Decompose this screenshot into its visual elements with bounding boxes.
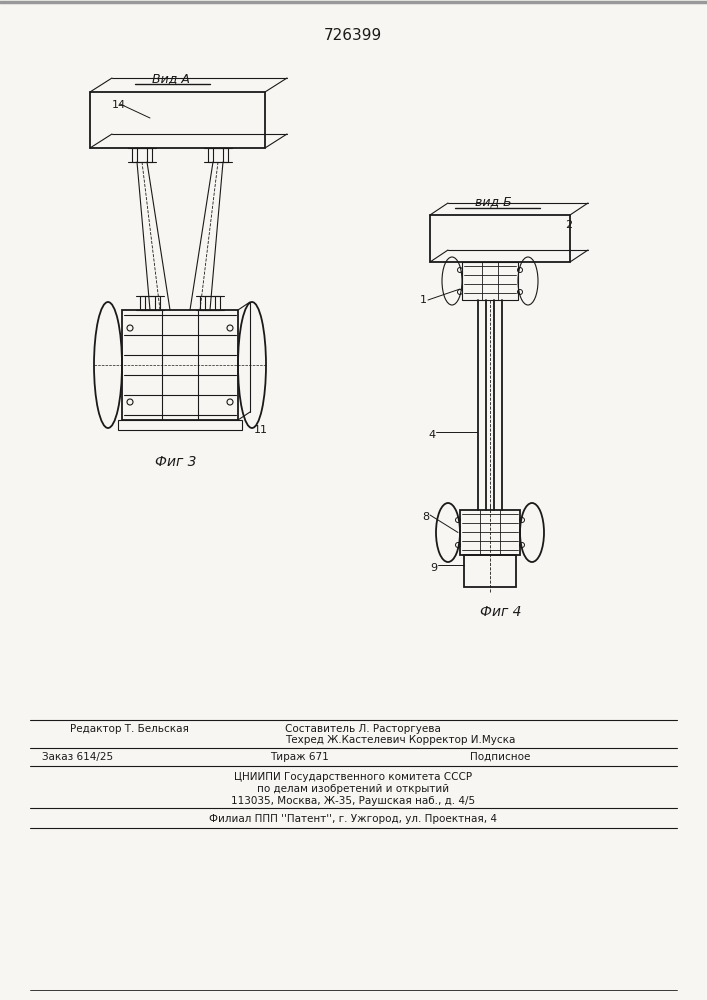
Text: 726399: 726399 [324, 28, 382, 43]
Text: 4: 4 [428, 430, 435, 440]
Text: Филиал ППП ''Патент'', г. Ужгород, ул. Проектная, 4: Филиал ППП ''Патент'', г. Ужгород, ул. П… [209, 814, 497, 824]
Text: 113035, Москва, Ж-35, Раушская наб., д. 4/5: 113035, Москва, Ж-35, Раушская наб., д. … [231, 796, 475, 806]
Text: Составитель Л. Расторгуева: Составитель Л. Расторгуева [285, 724, 441, 734]
Bar [462, 262, 518, 300]
Text: 11: 11 [254, 425, 268, 435]
Bar [118, 420, 242, 430]
Text: по делам изобретений и открытий: по делам изобретений и открытий [257, 784, 449, 794]
Text: Тираж 671: Тираж 671 [270, 752, 329, 762]
Text: 1: 1 [420, 295, 427, 305]
Bar [132, 148, 152, 162]
Text: вид Б: вид Б [475, 195, 512, 208]
Text: Техред Ж.Кастелевич Корректор И.Муска: Техред Ж.Кастелевич Корректор И.Муска [285, 735, 515, 745]
Text: Редактор Т. Бельская: Редактор Т. Бельская [70, 724, 189, 734]
Bar [464, 555, 516, 587]
Text: 8: 8 [422, 512, 429, 522]
Bar [208, 148, 228, 162]
Bar [430, 215, 570, 262]
Text: Вид А: Вид А [152, 72, 190, 85]
Bar [122, 310, 238, 420]
Text: 14: 14 [112, 100, 126, 110]
Bar [200, 296, 220, 310]
Text: Фиг 3: Фиг 3 [155, 455, 197, 469]
Text: Подписное: Подписное [470, 752, 530, 762]
Bar [460, 510, 520, 555]
Text: Заказ 614/25: Заказ 614/25 [42, 752, 113, 762]
Bar [140, 296, 160, 310]
Text: 2: 2 [565, 220, 572, 230]
Text: Фиг 4: Фиг 4 [480, 605, 522, 619]
Bar [90, 92, 265, 148]
Text: ЦНИИПИ Государственного комитета СССР: ЦНИИПИ Государственного комитета СССР [234, 772, 472, 782]
Text: 9: 9 [430, 563, 437, 573]
